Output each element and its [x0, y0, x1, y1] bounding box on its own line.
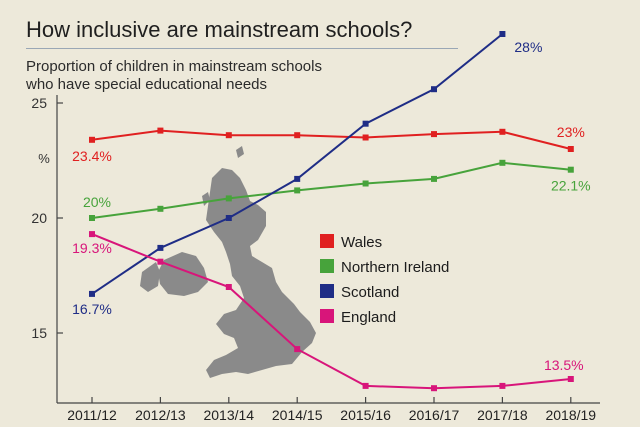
- northern-ireland-point-2013-14: [225, 195, 232, 202]
- scotland-point-2012-13: [157, 244, 164, 251]
- series-northern-ireland: [89, 159, 574, 221]
- y-tick-label-25: 25: [31, 95, 47, 111]
- wales-line: [91, 129, 572, 150]
- england-point-2017-18: [499, 382, 506, 389]
- series-wales: [89, 127, 574, 152]
- x-tick-label-2013-14: 2013/14: [203, 407, 254, 423]
- northern-ireland-line: [91, 161, 571, 219]
- legend-swatch-northern-ireland: [320, 259, 334, 273]
- england-line: [91, 233, 571, 390]
- data-label-northern-ireland-2018-19: 22.1%: [551, 178, 591, 194]
- wales-point-2012-13: [157, 127, 164, 134]
- legend: Wales Northern Ireland Scotland England: [320, 234, 449, 326]
- x-axis-ticks: 2011/12 2012/13 2013/14 2014/15 2015/16 2016/…: [67, 397, 596, 423]
- y-axis-unit-label: %: [38, 151, 50, 166]
- wales-point-2014-15: [294, 132, 301, 139]
- legend-label-scotland: Scotland: [341, 284, 399, 301]
- chart-subtitle-line-2: who have special educational needs: [26, 76, 268, 93]
- chart-title: How inclusive are mainstream schools?: [26, 17, 413, 42]
- legend-swatch-wales: [320, 234, 334, 248]
- data-labels: 23.4% 23% 20% 22.1% 16.7% 28% 19.3% 13.5%: [72, 39, 591, 373]
- x-tick-label-2017-18: 2017/18: [477, 407, 528, 423]
- series-layer: [89, 31, 574, 392]
- scotland-point-2016-17: [431, 86, 437, 93]
- northern-ireland-point-2018-19: [567, 166, 574, 173]
- y-axis-ticks: 15 20 25: [31, 95, 63, 341]
- legend-label-england: England: [341, 309, 396, 326]
- wales-point-2013-14: [225, 132, 232, 139]
- england-point-2018-19: [567, 376, 574, 382]
- y-tick-label-20: 20: [31, 210, 47, 226]
- x-tick-label-2018-19: 2018/19: [545, 407, 596, 423]
- legend-label-northern-ireland: Northern Ireland: [341, 259, 449, 276]
- england-point-2012-13: [157, 258, 164, 265]
- england-point-2013-14: [225, 284, 232, 290]
- england-point-2014-15: [294, 346, 301, 353]
- northern-ireland-point-2014-15: [294, 187, 301, 194]
- data-label-scotland-2017-18: 28%: [514, 39, 542, 55]
- series-scotland: [89, 31, 506, 297]
- wales-point-2015-16: [362, 134, 369, 141]
- series-england: [89, 231, 574, 392]
- northern-ireland-point-2017-18: [499, 159, 506, 166]
- uk-map-silhouette: [140, 146, 316, 378]
- data-label-wales-2018-19: 23%: [557, 124, 585, 140]
- scotland-point-2011-12: [89, 290, 95, 297]
- wales-point-2016-17: [431, 131, 437, 138]
- scotland-line: [91, 33, 504, 295]
- wales-point-2011-12: [89, 136, 95, 143]
- data-label-scotland-2011-12: 16.7%: [72, 301, 112, 317]
- data-label-england-2011-12: 19.3%: [72, 240, 112, 256]
- legend-swatch-scotland: [320, 284, 334, 298]
- data-label-england-2018-19: 13.5%: [544, 357, 584, 373]
- legend-label-wales: Wales: [341, 234, 382, 251]
- x-tick-label-2015-16: 2015/16: [340, 407, 391, 423]
- scotland-point-2017-18: [499, 31, 506, 37]
- england-point-2015-16: [362, 382, 369, 389]
- chart-subtitle-line-1: Proportion of children in mainstream sch…: [26, 58, 322, 75]
- wales-point-2017-18: [499, 128, 506, 135]
- title-divider: [26, 48, 458, 49]
- scotland-point-2013-14: [225, 215, 232, 221]
- y-tick-label-15: 15: [31, 325, 47, 341]
- northern-ireland-point-2012-13: [157, 205, 164, 212]
- england-point-2016-17: [431, 385, 437, 392]
- wales-point-2018-19: [567, 146, 574, 152]
- legend-swatch-england: [320, 309, 334, 323]
- data-label-northern-ireland-2011-12: 20%: [83, 194, 111, 210]
- x-tick-label-2014-15: 2014/15: [272, 407, 323, 423]
- x-tick-label-2011-12: 2011/12: [67, 407, 117, 423]
- northern-ireland-point-2015-16: [362, 180, 369, 187]
- scotland-point-2014-15: [294, 175, 301, 182]
- scotland-point-2015-16: [362, 120, 369, 127]
- northern-ireland-point-2011-12: [89, 215, 95, 221]
- northern-ireland-point-2016-17: [431, 175, 437, 182]
- x-tick-label-2016-17: 2016/17: [409, 407, 460, 423]
- data-label-wales-2011-12: 23.4%: [72, 148, 112, 164]
- england-point-2011-12: [89, 231, 95, 238]
- x-tick-label-2012-13: 2012/13: [135, 407, 186, 423]
